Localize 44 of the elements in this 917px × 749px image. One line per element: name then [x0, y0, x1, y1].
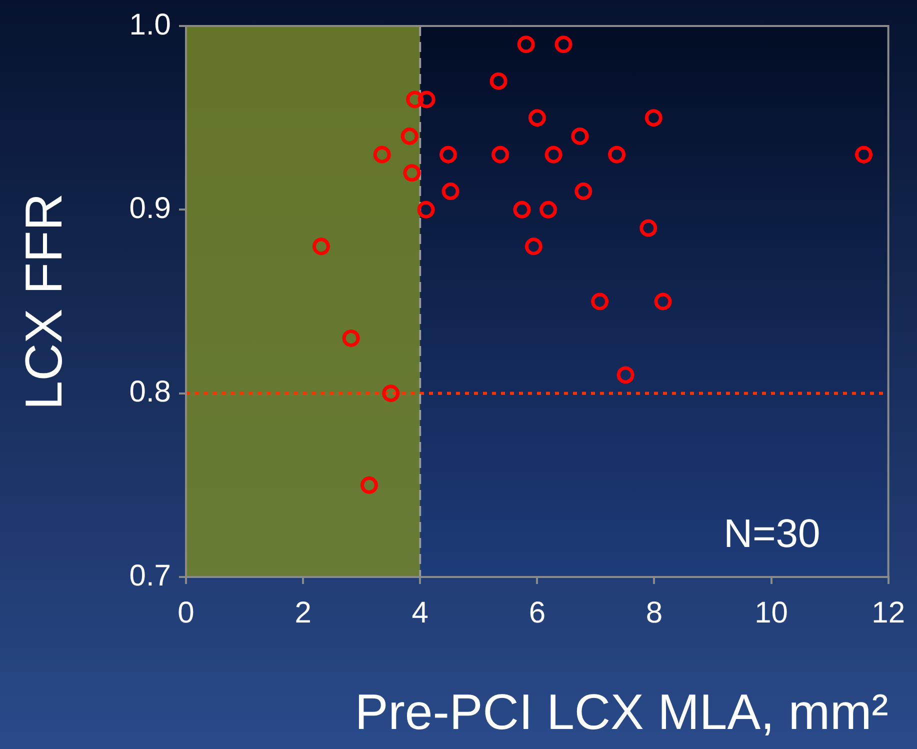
- point: [403, 164, 421, 182]
- point: [640, 219, 658, 237]
- x-tick-label: 8: [646, 596, 663, 630]
- point: [382, 384, 400, 402]
- point: [373, 146, 391, 164]
- point: [528, 109, 546, 127]
- point: [544, 146, 562, 164]
- x-tick-label: 0: [178, 596, 194, 630]
- point: [312, 238, 330, 256]
- point: [439, 146, 457, 164]
- y-tick-label: 0.8: [129, 376, 171, 409]
- x-tick-label: 12: [872, 596, 906, 630]
- point: [517, 36, 535, 54]
- point: [854, 146, 872, 164]
- y-axis-title: LCX FFR: [16, 193, 74, 410]
- point: [524, 238, 542, 256]
- point: [571, 127, 589, 145]
- x-tick-label: 4: [412, 596, 428, 630]
- point: [513, 200, 531, 218]
- point: [574, 182, 592, 200]
- point: [400, 127, 418, 145]
- point: [490, 72, 508, 90]
- point: [616, 366, 634, 384]
- point: [644, 109, 662, 127]
- point: [540, 200, 558, 218]
- annotation: N=30: [724, 512, 820, 556]
- point: [654, 292, 672, 310]
- point: [360, 476, 378, 494]
- y-tick-label: 0.9: [129, 192, 171, 225]
- x-tick-label: 6: [528, 596, 546, 630]
- x-tick-label: 10: [754, 596, 788, 630]
- point: [406, 90, 424, 108]
- point: [554, 36, 572, 54]
- y-tick-label: 0.7: [129, 559, 171, 592]
- x-tick-label: 2: [294, 596, 312, 630]
- point: [608, 146, 626, 164]
- point: [342, 329, 360, 347]
- x-axis-title: Pre-PCI LCX MLA, mm²: [354, 684, 888, 740]
- point: [492, 146, 510, 164]
- y-tick-label: 1.0: [129, 8, 171, 42]
- point: [591, 292, 609, 310]
- point: [417, 200, 435, 218]
- point: [442, 182, 460, 200]
- point: [418, 90, 436, 108]
